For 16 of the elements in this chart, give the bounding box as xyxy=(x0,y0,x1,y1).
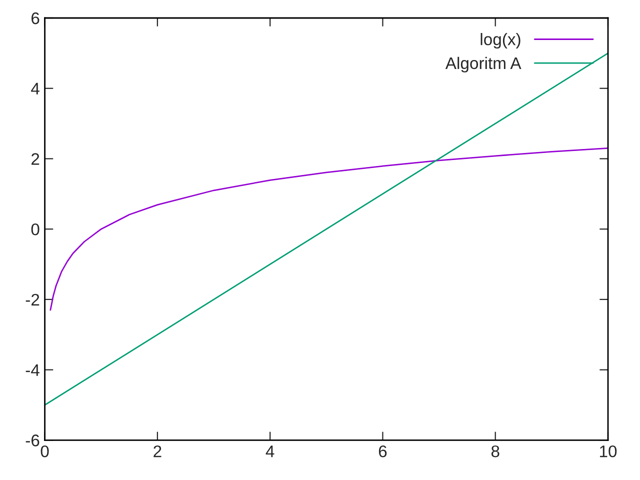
x-tick-label: 6 xyxy=(378,445,387,458)
line-series xyxy=(50,147,608,311)
y-tick-label: -4 xyxy=(26,364,40,376)
legend-label: Algoritm A xyxy=(445,56,522,72)
x-tick-label: 0 xyxy=(40,445,49,458)
y-tick-label: 2 xyxy=(32,153,40,165)
x-tick-label: 10 xyxy=(600,445,617,458)
y-tick-label: 4 xyxy=(31,82,40,94)
y-tick-label: -6 xyxy=(26,434,40,446)
y-tick-label: 0 xyxy=(31,223,40,236)
y-tick-label: -2 xyxy=(26,294,40,306)
x-tick-label: 2 xyxy=(154,445,162,458)
legend-label: log(x) xyxy=(480,33,520,49)
y-tick-label: 6 xyxy=(32,12,40,24)
x-tick-label: 4 xyxy=(266,446,274,458)
x-tick-label: 8 xyxy=(491,445,500,458)
